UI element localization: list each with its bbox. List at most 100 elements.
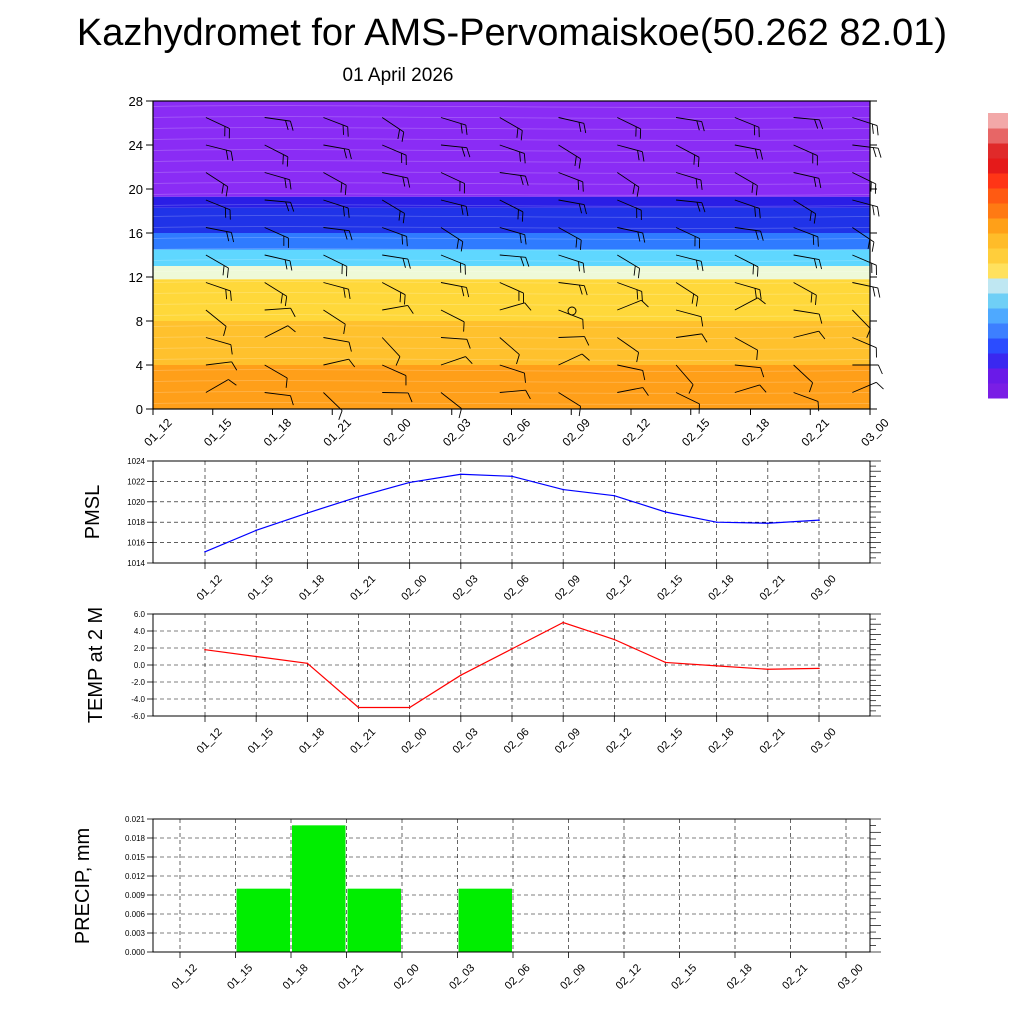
wind-barb-staff [558,172,583,183]
wind-barb-staff [440,337,467,340]
colorbar-segment [988,203,1008,219]
wind-barb-flag [818,313,823,324]
wind-barb-flag [341,264,343,275]
wind-barb-flag [289,260,293,271]
wind-barb-flag [641,151,645,162]
y-tick-label: 8 [136,314,143,329]
wind-barb-staff [382,144,407,156]
data-point [306,662,309,665]
wind-barb [205,117,230,139]
data-point [715,665,718,667]
y-tick-label: 16 [129,226,143,241]
wind-barb-flag [347,207,350,218]
x-tick-label: 01_12 [195,573,225,603]
colorbar-segment [988,278,1008,294]
wind-barb-staff [617,144,643,153]
wind-barb-staff [734,337,758,351]
wind-barb-staff [499,389,526,393]
wind-barb-flag [516,354,520,365]
wind-barb [381,117,405,142]
x-tick-label: 01_18 [281,962,311,992]
wind-barb-staff [558,392,581,407]
wind-barb-staff [734,364,761,369]
wind-barb-flag [343,229,348,240]
data-point [306,512,309,514]
data-point [818,519,820,521]
wind-barb-staff [440,356,466,366]
y-tick-label: 4.0 [134,627,146,636]
wind-barb-flag [583,204,587,215]
wind-barb [793,330,826,340]
data-point [408,481,411,484]
wind-barb [264,307,296,318]
wind-barb-flag [229,209,231,220]
wind-barb [499,389,531,400]
wind-barb-flag [815,295,817,305]
y-tick-label: 1024 [127,457,145,466]
y-tick-label: -2.0 [131,678,145,687]
wind-barb-staff [499,282,524,294]
wind-barb-flag [758,127,760,138]
wind-barb-flag [407,177,411,188]
wind-barb-staff [323,172,347,186]
wind-barb [499,364,526,383]
wind-barb-flag [814,119,819,129]
wind-barb-staff [558,227,582,241]
wind-barb-staff [264,307,291,311]
wind-barb-flag [401,131,405,142]
contour-line [152,226,871,229]
wind-barb-flag [816,155,818,166]
wind-barb-flag [810,292,813,303]
wind-barb-flag [405,375,407,386]
wind-barb-flag [283,236,285,246]
x-tick-label: 02_18 [739,415,773,449]
wind-barb-flag [520,130,523,141]
wind-barb-staff [675,144,700,158]
wind-barb-flag [700,316,704,327]
wind-barb-flag [230,290,232,301]
wind-barb-flag [582,181,584,192]
wind-barb-flag [642,387,649,396]
data-point [460,473,462,476]
wind-barb [499,282,524,303]
wind-barb-staff [323,144,350,150]
wind-barb-flag [642,232,646,243]
wind-barb [440,337,471,349]
wind-barb-flag [872,205,875,216]
wind-barb-flag [458,408,462,419]
wind-barb-staff [499,337,520,355]
wind-barb-staff [381,337,401,357]
wind-barb-flag [636,186,640,197]
wind-barb-flag [340,182,343,193]
wind-barb [323,199,350,218]
wind-barb-staff [617,199,642,211]
wind-barb-flag [228,128,230,139]
x-tick-label: 02_06 [503,962,533,992]
wind-barb-staff [675,392,700,405]
y-tick-label: 0.015 [125,853,146,862]
data-point [511,648,513,650]
x-tick-label: 03_00 [809,726,839,756]
wind-barb-flag [461,147,466,157]
wind-barb-flag [872,147,877,158]
wind-barb [793,309,823,324]
wind-barb [617,227,646,243]
y-tick-label: -6.0 [131,712,145,721]
wind-barb-flag [524,234,527,245]
wind-barb-flag [695,178,698,189]
wind-barb [205,337,233,355]
wind-barb-staff [264,117,291,122]
wind-barb-flag [636,352,640,363]
wind-barb [793,282,817,305]
wind-barb [793,172,822,189]
wind-barb-flag [285,120,289,131]
wind-barb-flag [401,153,403,164]
wind-barb-flag [225,150,229,160]
wind-barb-flag [632,184,636,195]
contour-line [152,105,871,108]
wind-barb [323,117,349,137]
wind-barb-flag [290,202,295,212]
wind-barb-staff [793,392,819,402]
heatmap-band-6 [153,207,870,233]
